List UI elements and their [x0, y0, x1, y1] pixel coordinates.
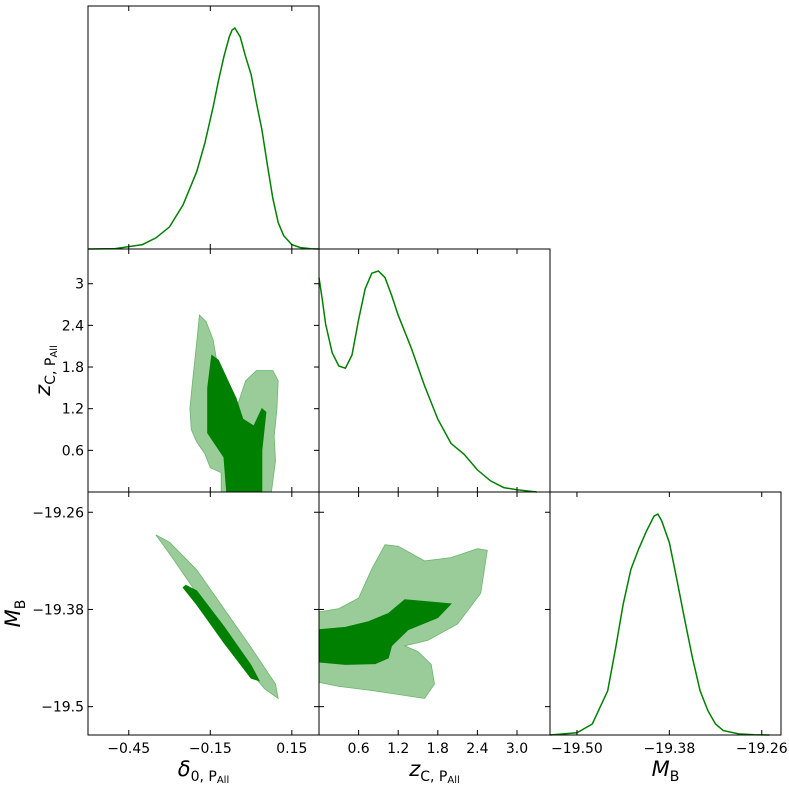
x-axis-label-MB: MB — [652, 757, 680, 785]
x-tick-label: 1.8 — [427, 741, 449, 757]
y-axis-label-MB: MB — [1, 600, 29, 628]
contour-68-zc-MB — [319, 599, 452, 665]
y-tick-label: 3 — [75, 277, 84, 293]
y-tick-label: −19.38 — [32, 602, 84, 618]
y-tick-label: 1.8 — [62, 360, 84, 376]
x-axis-label-delta0: δ0, PAll — [178, 757, 230, 786]
x-tick-label: −19.38 — [643, 741, 695, 757]
panel-frame-2-2 — [549, 491, 782, 736]
contour-95-delta0-MB — [155, 534, 279, 700]
x-tick-label: −0.45 — [107, 741, 150, 757]
marginal-MB — [549, 512, 770, 736]
x-tick-label: 3.0 — [506, 741, 528, 757]
y-tick-label: 0.6 — [62, 443, 84, 459]
contour-68-delta0-MB — [182, 584, 260, 682]
x-tick-label: 1.2 — [387, 741, 409, 757]
x-tick-label: 2.4 — [466, 741, 488, 757]
marginal-delta0 — [87, 26, 320, 250]
x-tick-label: 0.15 — [276, 741, 307, 757]
x-axis-label-zc: zC, PAll — [408, 757, 460, 786]
y-tick-label: −19.26 — [32, 505, 84, 521]
y-tick-label: 1.2 — [62, 402, 84, 418]
y-tick-label: −19.5 — [41, 700, 84, 716]
x-tick-label: 0.6 — [347, 741, 369, 757]
y-tick-label: 2.4 — [62, 318, 84, 334]
panel-frame-0-0 — [87, 5, 320, 250]
x-tick-label: −19.50 — [551, 741, 603, 757]
x-tick-label: −19.26 — [736, 741, 788, 757]
y-axis-label-zc: zC, PAll — [31, 345, 60, 397]
x-tick-label: −0.15 — [189, 741, 232, 757]
marginal-zc — [318, 270, 537, 493]
contour-68-delta0-zc — [207, 354, 267, 492]
panel-frame-1-1 — [318, 248, 551, 493]
